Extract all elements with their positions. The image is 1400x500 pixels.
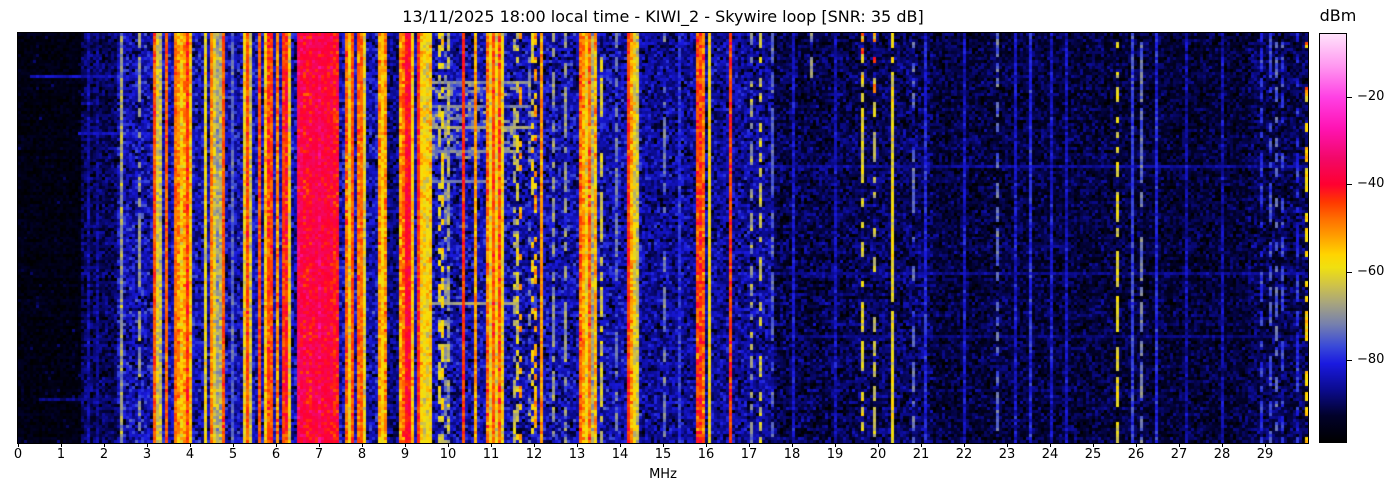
x-tick-label: 8 xyxy=(357,447,367,462)
colorbar-tick-label: −60 xyxy=(1357,263,1385,279)
x-tick-label: 12 xyxy=(525,447,543,462)
x-tick-mark xyxy=(190,443,191,447)
x-tick-mark xyxy=(1265,443,1266,447)
x-tick-mark xyxy=(1136,443,1137,447)
x-tick-mark xyxy=(577,443,578,447)
x-tick-label: 16 xyxy=(697,447,715,462)
x-tick-label: 23 xyxy=(998,447,1016,462)
x-tick-mark xyxy=(534,443,535,447)
x-tick-label: 27 xyxy=(1170,447,1188,462)
colorbar-tick-mark xyxy=(1347,96,1352,98)
x-tick-mark xyxy=(448,443,449,447)
x-tick-label: 3 xyxy=(142,447,152,462)
x-tick-label: 21 xyxy=(912,447,930,462)
x-tick-label: 13 xyxy=(568,447,586,462)
x-tick-mark xyxy=(319,443,320,447)
x-tick-label: 17 xyxy=(740,447,758,462)
colorbar-tick-mark xyxy=(1347,359,1352,361)
x-tick-mark xyxy=(964,443,965,447)
x-tick-mark xyxy=(921,443,922,447)
x-tick-mark xyxy=(1050,443,1051,447)
x-tick-label: 15 xyxy=(654,447,672,462)
x-tick-mark xyxy=(878,443,879,447)
x-tick-mark xyxy=(104,443,105,447)
colorbar-tick-mark xyxy=(1347,184,1352,186)
x-tick-label: 2 xyxy=(99,447,109,462)
x-tick-mark xyxy=(405,443,406,447)
x-tick-label: 7 xyxy=(314,447,324,462)
x-tick-label: 11 xyxy=(482,447,500,462)
colorbar xyxy=(1319,33,1347,443)
x-tick-label: 5 xyxy=(228,447,238,462)
colorbar-tick-label: −40 xyxy=(1357,176,1385,192)
x-tick-label: 28 xyxy=(1213,447,1231,462)
x-tick-label: 9 xyxy=(400,447,410,462)
x-tick-mark xyxy=(147,443,148,447)
x-tick-mark xyxy=(61,443,62,447)
x-tick-label: 22 xyxy=(955,447,973,462)
x-tick-mark xyxy=(1093,443,1094,447)
x-tick-label: 14 xyxy=(611,447,629,462)
x-tick-label: 6 xyxy=(271,447,281,462)
x-tick-mark xyxy=(491,443,492,447)
x-axis-label: MHz xyxy=(649,467,677,482)
x-tick-mark xyxy=(18,443,19,447)
colorbar-label: dBm xyxy=(1319,6,1357,25)
x-tick-label: 18 xyxy=(783,447,801,462)
x-tick-mark xyxy=(276,443,277,447)
x-tick-label: 10 xyxy=(439,447,457,462)
x-tick-mark xyxy=(792,443,793,447)
waterfall-heatmap xyxy=(18,33,1308,443)
x-tick-label: 4 xyxy=(185,447,195,462)
x-tick-mark xyxy=(620,443,621,447)
x-tick-mark xyxy=(663,443,664,447)
colorbar-tick-label: −20 xyxy=(1357,88,1385,104)
x-tick-mark xyxy=(233,443,234,447)
x-tick-label: 25 xyxy=(1084,447,1102,462)
x-tick-mark xyxy=(835,443,836,447)
x-tick-mark xyxy=(362,443,363,447)
x-tick-label: 1 xyxy=(56,447,66,462)
x-tick-label: 24 xyxy=(1041,447,1059,462)
x-tick-mark xyxy=(1007,443,1008,447)
colorbar-tick-mark xyxy=(1347,271,1352,273)
x-tick-label: 26 xyxy=(1127,447,1145,462)
colorbar-tick-label: −80 xyxy=(1357,351,1385,367)
x-tick-mark xyxy=(1222,443,1223,447)
x-tick-mark xyxy=(1179,443,1180,447)
x-tick-label: 19 xyxy=(826,447,844,462)
x-tick-mark xyxy=(749,443,750,447)
x-tick-label: 0 xyxy=(13,447,23,462)
chart-title: 13/11/2025 18:00 local time - KIWI_2 - S… xyxy=(402,7,924,26)
x-tick-mark xyxy=(706,443,707,447)
x-tick-label: 29 xyxy=(1256,447,1274,462)
x-tick-label: 20 xyxy=(869,447,887,462)
